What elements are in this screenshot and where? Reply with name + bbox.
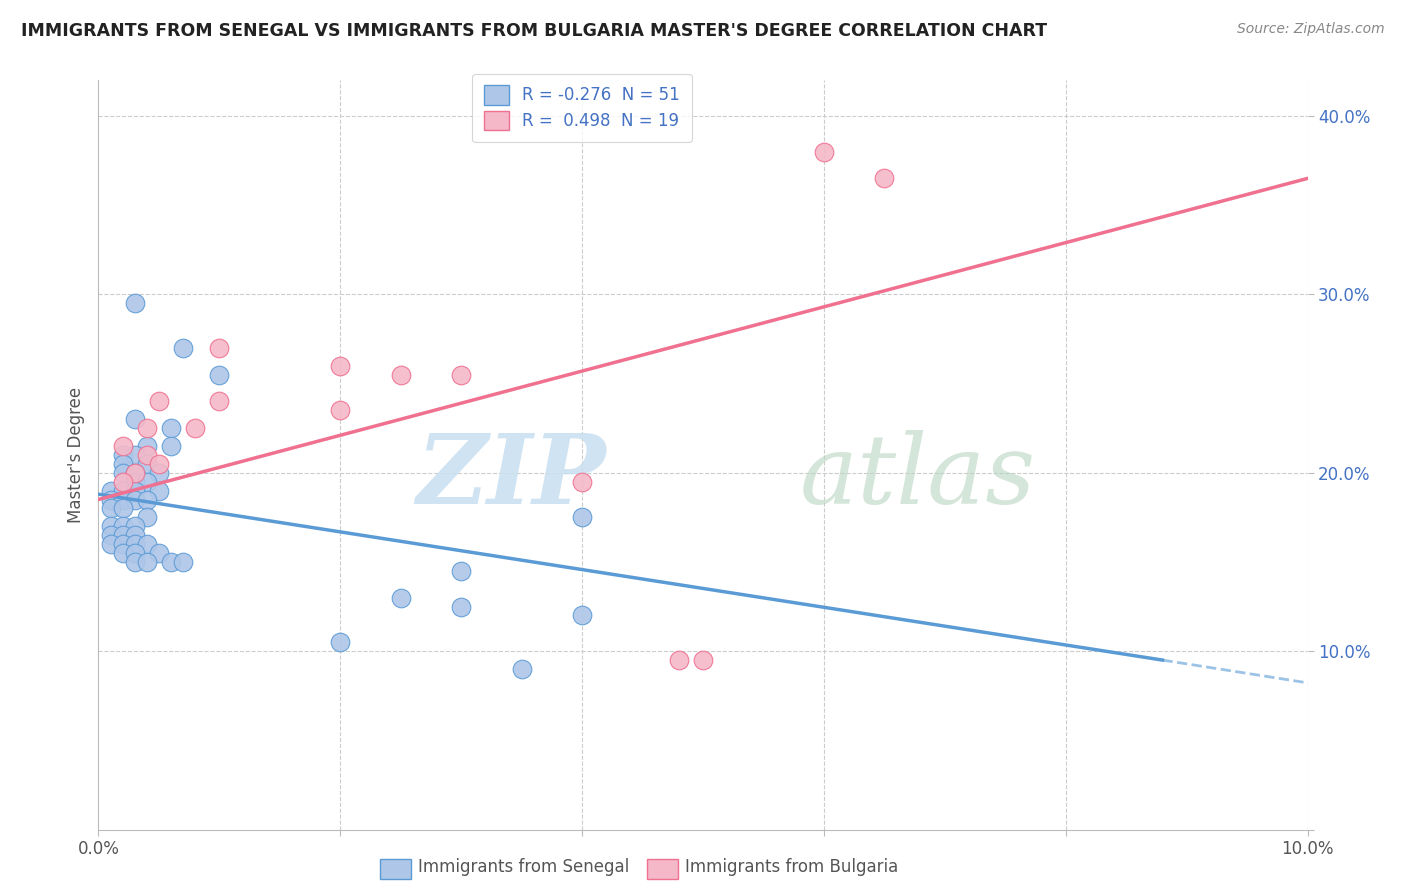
Text: Source: ZipAtlas.com: Source: ZipAtlas.com xyxy=(1237,22,1385,37)
Point xyxy=(148,483,170,498)
Point xyxy=(148,394,170,409)
Point xyxy=(111,475,134,489)
Point xyxy=(873,171,896,186)
Point xyxy=(135,475,157,489)
Point xyxy=(510,662,533,676)
Point xyxy=(111,492,134,507)
Y-axis label: Master's Degree: Master's Degree xyxy=(66,387,84,523)
Point xyxy=(111,439,134,453)
Point xyxy=(135,510,157,524)
Point xyxy=(692,653,714,667)
Point xyxy=(100,492,122,507)
Point xyxy=(100,537,122,551)
Legend: R = -0.276  N = 51, R =  0.498  N = 19: R = -0.276 N = 51, R = 0.498 N = 19 xyxy=(472,74,692,142)
Point xyxy=(135,421,157,435)
Point xyxy=(124,448,146,462)
Point xyxy=(172,341,194,355)
Point xyxy=(208,341,231,355)
Point xyxy=(124,546,146,560)
Point xyxy=(160,421,183,435)
Point xyxy=(450,564,472,578)
Point xyxy=(111,537,134,551)
Point xyxy=(124,466,146,480)
Point xyxy=(124,412,146,426)
Point xyxy=(111,519,134,533)
Point xyxy=(124,537,146,551)
Text: atlas: atlas xyxy=(800,431,1036,524)
Text: Immigrants from Senegal: Immigrants from Senegal xyxy=(418,858,628,876)
Point xyxy=(208,368,231,382)
Point xyxy=(571,510,593,524)
Point xyxy=(124,475,146,489)
Point xyxy=(571,475,593,489)
Point xyxy=(111,457,134,471)
Point xyxy=(148,546,170,560)
Point xyxy=(160,555,183,569)
Point xyxy=(135,492,157,507)
Point xyxy=(135,457,157,471)
Point xyxy=(329,403,352,417)
Point xyxy=(184,421,207,435)
Point xyxy=(124,466,146,480)
Point xyxy=(389,591,412,605)
Point xyxy=(100,519,122,533)
Point xyxy=(124,296,146,310)
Point xyxy=(111,448,134,462)
Point xyxy=(571,608,593,623)
Point xyxy=(160,439,183,453)
Point xyxy=(124,519,146,533)
Text: IMMIGRANTS FROM SENEGAL VS IMMIGRANTS FROM BULGARIA MASTER'S DEGREE CORRELATION : IMMIGRANTS FROM SENEGAL VS IMMIGRANTS FR… xyxy=(21,22,1047,40)
Point xyxy=(124,555,146,569)
Point xyxy=(148,457,170,471)
Point xyxy=(668,653,690,667)
Point xyxy=(135,439,157,453)
Point xyxy=(450,368,472,382)
Point xyxy=(111,528,134,542)
Point xyxy=(111,546,134,560)
Point xyxy=(208,394,231,409)
Text: Immigrants from Bulgaria: Immigrants from Bulgaria xyxy=(685,858,898,876)
Point xyxy=(148,466,170,480)
Point xyxy=(111,483,134,498)
Point xyxy=(124,483,146,498)
Point xyxy=(111,466,134,480)
Point xyxy=(111,501,134,516)
Point xyxy=(329,635,352,649)
Text: ZIP: ZIP xyxy=(416,431,606,524)
Point xyxy=(450,599,472,614)
Point xyxy=(329,359,352,373)
Point xyxy=(172,555,194,569)
Point xyxy=(100,483,122,498)
Point xyxy=(100,528,122,542)
Point xyxy=(135,555,157,569)
Point xyxy=(124,492,146,507)
Point xyxy=(135,448,157,462)
Point xyxy=(100,501,122,516)
Point xyxy=(389,368,412,382)
Point xyxy=(813,145,835,159)
Point xyxy=(124,528,146,542)
Point xyxy=(135,537,157,551)
